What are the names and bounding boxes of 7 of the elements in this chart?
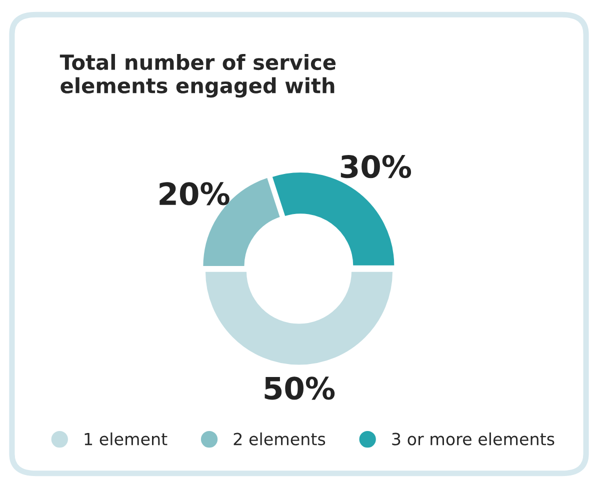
chart-title: Total number of service elements engaged with [60, 54, 336, 98]
data-label: 30% [340, 155, 412, 178]
legend-label: 2 elements [234, 432, 326, 446]
data-label: 20% [160, 182, 230, 206]
legend-label: 1 element [84, 432, 168, 446]
data-label: 50% [264, 376, 335, 400]
legend-label: 3 or more elements [392, 432, 554, 446]
